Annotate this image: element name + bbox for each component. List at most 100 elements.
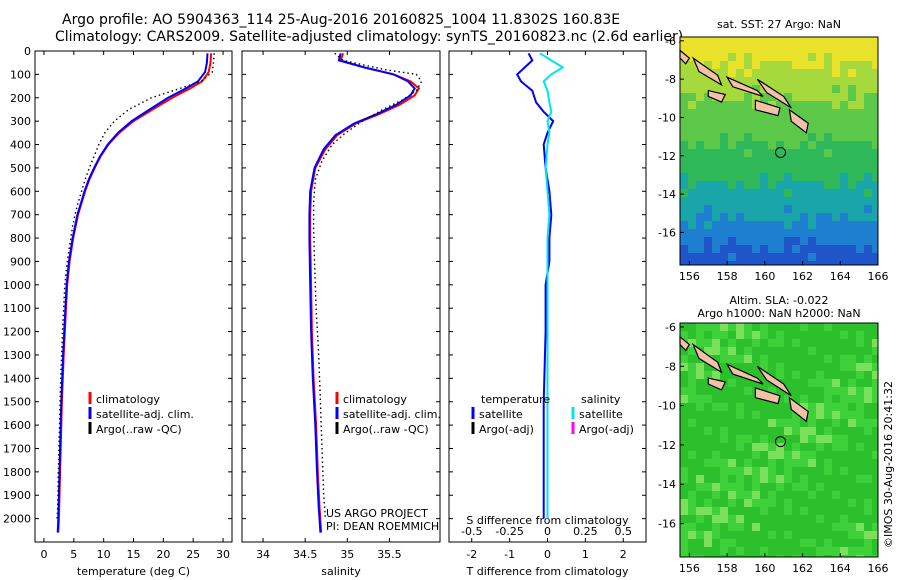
map-y-tick-label: -6 xyxy=(665,321,676,334)
map-cell xyxy=(776,323,784,331)
map-cell xyxy=(696,93,704,101)
map-cell xyxy=(832,339,840,347)
map-cell xyxy=(776,555,784,557)
map-cell xyxy=(792,157,800,165)
map-cell xyxy=(752,109,760,117)
chart-title-line-2: Climatology: CARS2009. Satellite-adjuste… xyxy=(55,29,684,45)
map-cell xyxy=(768,133,776,141)
map-cell xyxy=(808,403,816,411)
map-cell xyxy=(736,411,744,419)
map-cell xyxy=(832,379,840,387)
map-cell xyxy=(776,109,784,117)
map-cell xyxy=(840,61,848,69)
map-cell xyxy=(728,133,736,141)
map-cell xyxy=(712,507,720,515)
map-cell xyxy=(768,213,776,221)
map-cell xyxy=(712,109,720,117)
map-y-tick-label: -14 xyxy=(658,188,676,201)
map-cell xyxy=(752,483,760,491)
map-cell xyxy=(864,475,872,483)
map-cell xyxy=(680,387,688,395)
map-cell xyxy=(856,339,864,347)
map-cell xyxy=(736,237,744,245)
map-cell xyxy=(816,109,824,117)
map-cell xyxy=(712,523,720,531)
map-cell xyxy=(848,523,856,531)
map-cell xyxy=(744,141,752,149)
map-cell xyxy=(824,435,832,443)
map-cell xyxy=(872,411,878,419)
map-cell xyxy=(840,491,848,499)
map-cell xyxy=(752,371,760,379)
x-tick-label: 10 xyxy=(97,548,111,561)
map-cell xyxy=(824,411,832,419)
map-cell xyxy=(784,69,792,77)
map-cell xyxy=(720,205,728,213)
map-cell xyxy=(720,45,728,53)
map-cell xyxy=(720,491,728,499)
map-cell xyxy=(688,475,696,483)
map-cell xyxy=(768,261,776,265)
map-cell xyxy=(840,467,848,475)
map-cell xyxy=(848,85,856,93)
map-cell xyxy=(728,515,736,523)
map-cell xyxy=(704,61,712,69)
map-cell xyxy=(800,101,808,109)
map-cell xyxy=(688,395,696,403)
map-cell xyxy=(800,197,808,205)
map-cell xyxy=(704,181,712,189)
map-cell xyxy=(752,133,760,141)
map-cell xyxy=(872,117,878,125)
map-cell xyxy=(832,149,840,157)
map-cell xyxy=(864,141,872,149)
map-cell xyxy=(816,141,824,149)
map-y-tick-label: -16 xyxy=(658,518,676,531)
map-cell xyxy=(768,427,776,435)
map-cell xyxy=(800,323,808,331)
map-cell xyxy=(800,483,808,491)
map-cell xyxy=(696,157,704,165)
map-cell xyxy=(824,61,832,69)
top-tick-label: 0.25 xyxy=(573,525,598,538)
map-cell xyxy=(752,197,760,205)
map-cell xyxy=(736,101,744,109)
map-cell xyxy=(712,197,720,205)
map-cell xyxy=(712,475,720,483)
map-cell xyxy=(720,133,728,141)
map-cell xyxy=(680,555,688,557)
map-cell xyxy=(696,403,704,411)
map-cell xyxy=(840,101,848,109)
map-cell xyxy=(848,133,856,141)
map-cell xyxy=(816,547,824,555)
map-cell xyxy=(832,443,840,451)
map-cell xyxy=(696,499,704,507)
map-cell xyxy=(784,371,792,379)
map-cell xyxy=(720,459,728,467)
map-cell xyxy=(712,213,720,221)
map-cell xyxy=(872,77,878,85)
map-cell xyxy=(760,261,768,265)
map-cell xyxy=(824,133,832,141)
map-cell xyxy=(856,555,864,557)
x-tick-label: 0 xyxy=(40,548,47,561)
map-cell xyxy=(848,37,856,45)
map-cell xyxy=(760,523,768,531)
map-cell xyxy=(824,427,832,435)
map-cell xyxy=(712,419,720,427)
map-cell xyxy=(696,363,704,371)
map-cell xyxy=(872,237,878,245)
map-cell xyxy=(840,141,848,149)
map-cell xyxy=(800,443,808,451)
map-cell xyxy=(840,173,848,181)
map-cell xyxy=(688,253,696,261)
map-cell xyxy=(848,125,856,133)
map-cell xyxy=(864,237,872,245)
map-cell xyxy=(800,157,808,165)
map-cell xyxy=(848,547,856,555)
map-cell xyxy=(728,371,736,379)
map-cell xyxy=(832,245,840,253)
map-cell xyxy=(856,261,864,265)
map-sla-map xyxy=(679,322,879,558)
map-cell xyxy=(808,109,816,117)
map-cell xyxy=(744,197,752,205)
